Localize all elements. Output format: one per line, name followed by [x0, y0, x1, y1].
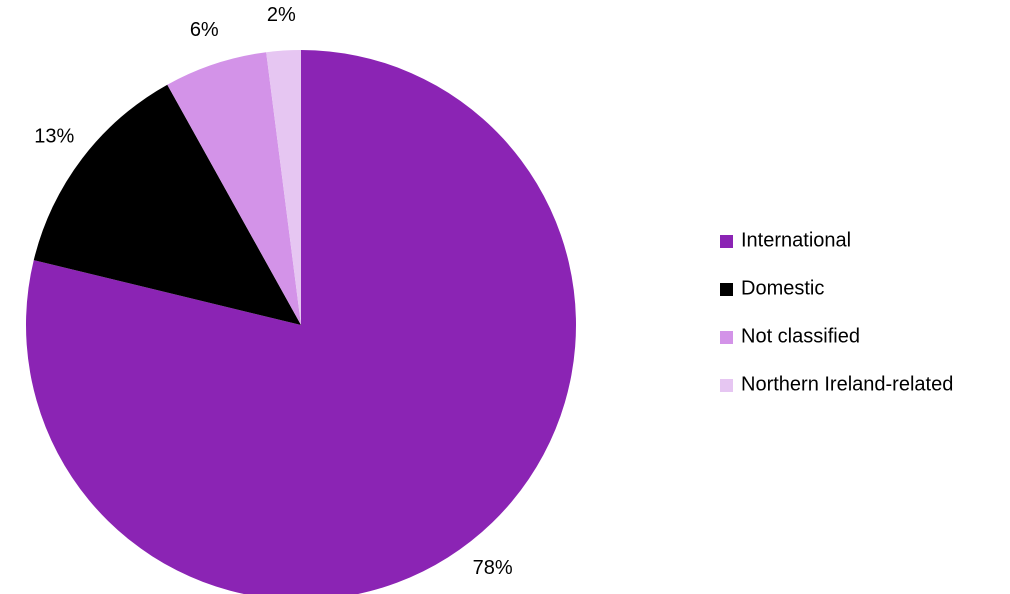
legend-label: Northern Ireland-related [741, 373, 953, 395]
data-label: 78% [473, 557, 513, 579]
legend-swatch [720, 235, 733, 248]
legend-label: Not classified [741, 325, 860, 347]
pie-slice [167, 52, 301, 325]
data-label: 2% [267, 4, 296, 26]
pie-slice [26, 50, 576, 594]
pie-slice [266, 50, 301, 325]
legend-label: International [741, 229, 851, 251]
data-label: 6% [190, 19, 219, 41]
legend-swatch [720, 283, 733, 296]
data-label: 13% [34, 126, 74, 148]
legend-swatch [720, 379, 733, 392]
pie-slice [33, 84, 301, 325]
legend-swatch [720, 331, 733, 344]
legend-label: Domestic [741, 277, 824, 299]
